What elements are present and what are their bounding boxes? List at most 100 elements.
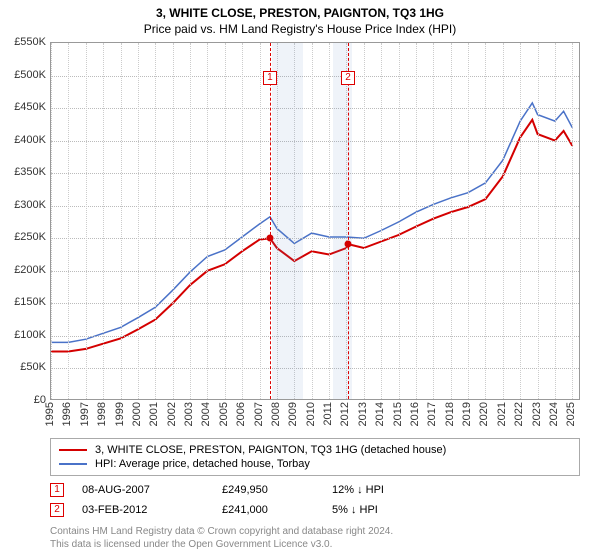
x-tick-label: 2006 — [235, 402, 247, 426]
chart-plot-area: 12 — [50, 42, 580, 400]
sale-marker-line — [348, 43, 349, 399]
transaction-index-box: 1 — [50, 483, 64, 497]
x-tick-label: 2011 — [322, 402, 334, 426]
x-tick-label: 2019 — [461, 402, 473, 426]
sale-point-dot — [344, 241, 351, 248]
x-tick-label: 1996 — [61, 402, 73, 426]
gridline-x — [416, 43, 417, 399]
gridline-y — [51, 173, 579, 174]
attribution-text: Contains HM Land Registry data © Crown c… — [50, 526, 580, 551]
gridline-x — [155, 43, 156, 399]
gridline-x — [468, 43, 469, 399]
gridline-x — [260, 43, 261, 399]
y-tick-label: £50K — [2, 361, 46, 373]
x-tick-label: 1998 — [96, 402, 108, 426]
transaction-row: 1 08-AUG-2007£249,95012% ↓ HPI — [50, 480, 580, 500]
gridline-x — [399, 43, 400, 399]
y-tick-label: £300K — [2, 199, 46, 211]
x-tick-label: 2004 — [200, 402, 212, 426]
y-tick-label: £200K — [2, 264, 46, 276]
gridline-x — [103, 43, 104, 399]
gridline-x — [51, 43, 52, 399]
x-tick-label: 2008 — [270, 402, 282, 426]
x-tick-label: 2002 — [166, 402, 178, 426]
x-tick-label: 2003 — [183, 402, 195, 426]
transaction-diff: 12% ↓ HPI — [332, 484, 442, 496]
title-subtitle: Price paid vs. HM Land Registry's House … — [0, 20, 600, 36]
sale-marker-index: 1 — [263, 71, 277, 85]
y-tick-label: £500K — [2, 69, 46, 81]
sale-marker-index: 2 — [341, 71, 355, 85]
gridline-y — [51, 206, 579, 207]
x-tick-label: 1997 — [79, 402, 91, 426]
gridline-x — [503, 43, 504, 399]
legend-swatch — [59, 463, 87, 465]
y-tick-label: £250K — [2, 231, 46, 243]
title-address: 3, WHITE CLOSE, PRESTON, PAIGNTON, TQ3 1… — [0, 0, 600, 20]
x-tick-label: 2021 — [496, 402, 508, 426]
gridline-x — [68, 43, 69, 399]
gridline-y — [51, 141, 579, 142]
gridline-x — [121, 43, 122, 399]
figure-container: 3, WHITE CLOSE, PRESTON, PAIGNTON, TQ3 1… — [0, 0, 600, 560]
chart-inner: 12 — [51, 43, 579, 399]
gridline-x — [433, 43, 434, 399]
x-tick-label: 2015 — [392, 402, 404, 426]
x-tick-label: 2005 — [218, 402, 230, 426]
gridline-y — [51, 336, 579, 337]
legend-row: HPI: Average price, detached house, Torb… — [59, 457, 571, 471]
gridline-y — [51, 368, 579, 369]
gridline-x — [451, 43, 452, 399]
y-tick-label: £550K — [2, 36, 46, 48]
legend-row: 3, WHITE CLOSE, PRESTON, PAIGNTON, TQ3 1… — [59, 443, 571, 457]
y-tick-label: £150K — [2, 296, 46, 308]
gridline-y — [51, 76, 579, 77]
gridline-x — [138, 43, 139, 399]
x-tick-label: 2012 — [339, 402, 351, 426]
recession-band — [272, 43, 303, 399]
sale-point-dot — [266, 235, 273, 242]
x-tick-label: 2016 — [409, 402, 421, 426]
transaction-diff: 5% ↓ HPI — [332, 504, 442, 516]
gridline-y — [51, 238, 579, 239]
gridline-x — [86, 43, 87, 399]
y-tick-label: £400K — [2, 134, 46, 146]
gridline-x — [555, 43, 556, 399]
attribution-line1: Contains HM Land Registry data © Crown c… — [50, 526, 580, 539]
x-tick-label: 2001 — [148, 402, 160, 426]
gridline-x — [381, 43, 382, 399]
transaction-price: £249,950 — [222, 484, 332, 496]
gridline-x — [173, 43, 174, 399]
x-tick-label: 2010 — [305, 402, 317, 426]
transactions-table: 1 08-AUG-2007£249,95012% ↓ HPI 203-FEB-201… — [50, 480, 580, 520]
x-tick-label: 1999 — [114, 402, 126, 426]
x-tick-label: 2013 — [357, 402, 369, 426]
x-tick-label: 2014 — [374, 402, 386, 426]
x-tick-label: 2018 — [444, 402, 456, 426]
gridline-x — [207, 43, 208, 399]
legend-swatch — [59, 449, 87, 451]
legend-box: 3, WHITE CLOSE, PRESTON, PAIGNTON, TQ3 1… — [50, 438, 580, 476]
gridline-y — [51, 108, 579, 109]
x-tick-label: 2023 — [531, 402, 543, 426]
x-tick-label: 2007 — [253, 402, 265, 426]
gridline-x — [520, 43, 521, 399]
gridline-x — [364, 43, 365, 399]
y-tick-label: £350K — [2, 166, 46, 178]
gridline-x — [329, 43, 330, 399]
x-tick-label: 2020 — [478, 402, 490, 426]
gridline-x — [572, 43, 573, 399]
gridline-x — [312, 43, 313, 399]
y-tick-label: £450K — [2, 101, 46, 113]
transaction-price: £241,000 — [222, 504, 332, 516]
transaction-row: 203-FEB-2012£241,0005% ↓ HPI — [50, 500, 580, 520]
y-tick-label: £0 — [2, 394, 46, 406]
x-tick-label: 2017 — [426, 402, 438, 426]
x-tick-label: 2009 — [287, 402, 299, 426]
gridline-x — [190, 43, 191, 399]
gridline-x — [242, 43, 243, 399]
x-tick-label: 2025 — [565, 402, 577, 426]
legend-label: 3, WHITE CLOSE, PRESTON, PAIGNTON, TQ3 1… — [95, 444, 446, 456]
transaction-date: 08-AUG-2007 — [82, 484, 222, 496]
x-tick-label: 2024 — [548, 402, 560, 426]
